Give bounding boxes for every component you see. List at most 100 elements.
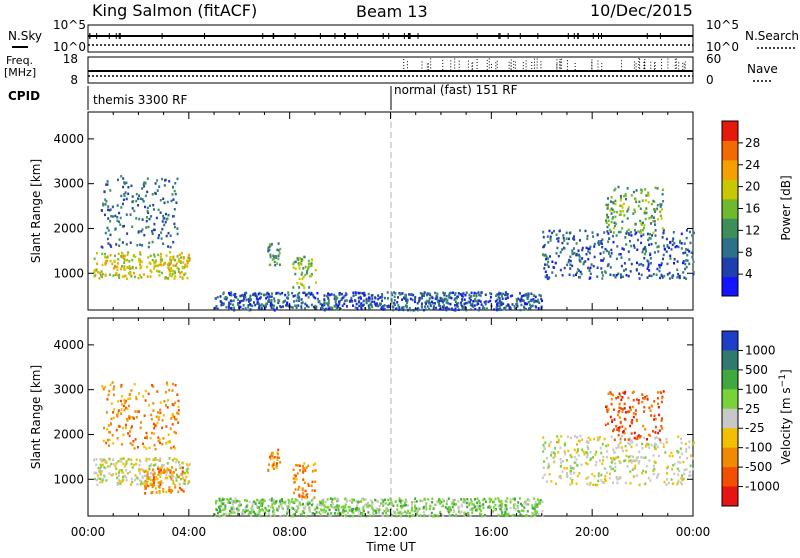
power-echo (548, 276, 551, 280)
power-echo (225, 306, 228, 309)
velocity-echo (579, 434, 582, 438)
power-echo (220, 303, 223, 307)
velocity-echo (610, 397, 613, 401)
velocity-echo (345, 514, 348, 518)
power-echo (323, 294, 326, 297)
power-echo (260, 307, 263, 310)
velocity-echo (311, 480, 314, 484)
velocity-echo (112, 473, 115, 476)
power-echo (445, 301, 448, 304)
power-echo (493, 308, 496, 311)
power-echo (434, 291, 437, 295)
power-echo (691, 249, 694, 253)
power-echo (442, 308, 445, 311)
velocity-echo (156, 477, 159, 481)
velocity-echo (459, 512, 462, 515)
velocity-echo (110, 474, 113, 477)
velocity-echo (642, 456, 645, 460)
velocity-echo (679, 461, 682, 464)
velocity-echo (410, 503, 413, 507)
power-echo (175, 201, 178, 204)
velocity-echo (657, 406, 660, 409)
power-echo (240, 299, 243, 303)
power-echo (360, 307, 363, 310)
power-echo (519, 308, 522, 312)
velocity-echo (161, 426, 164, 430)
power-echo (682, 251, 685, 255)
velocity-echo (361, 512, 364, 516)
power-echo (287, 291, 290, 294)
power-echo (165, 218, 168, 221)
velocity-echo (165, 381, 168, 384)
power-echo (656, 245, 659, 249)
velocity-echo (439, 511, 441, 515)
power-echo (169, 234, 172, 237)
power-echo (454, 307, 457, 310)
velocity-echo (326, 512, 329, 515)
velocity-colorbar-block (722, 331, 738, 351)
velocity-echo (302, 469, 305, 472)
velocity-echo (180, 488, 183, 491)
velocity-echo (656, 445, 659, 449)
velocity-echo (153, 470, 156, 474)
velocity-echo (313, 469, 315, 472)
power-echo (179, 259, 182, 263)
velocity-echo (172, 471, 175, 474)
power-echo (642, 228, 644, 232)
power-echo (643, 212, 646, 215)
power-echo (312, 294, 315, 297)
velocity-echo (159, 481, 162, 484)
velocity-colorbar-block (722, 369, 738, 390)
velocity-echo (631, 405, 634, 409)
velocity-echo (312, 463, 315, 467)
power-echo (477, 291, 480, 294)
nsky-tick-bottom: 10^0 (53, 40, 86, 54)
power-echo (569, 263, 572, 266)
power-echo (605, 203, 608, 207)
beam-title: Beam 13 (356, 2, 428, 21)
velocity-echo (272, 508, 275, 512)
velocity-echo (181, 472, 184, 476)
velocity-echo (613, 418, 616, 421)
freq-panel: Freq. [MHz] 18 8 60 0 Nave (4, 52, 778, 87)
power-echo (647, 265, 650, 268)
power-echo (583, 261, 585, 264)
velocity-echo (638, 450, 641, 454)
power-echo (157, 264, 159, 267)
power-echo (287, 297, 289, 300)
velocity-echo (122, 462, 125, 465)
power-echo (682, 271, 685, 274)
power-echo (360, 297, 362, 300)
velocity-echo (621, 408, 624, 411)
velocity-echo (630, 432, 633, 435)
velocity-echo (268, 498, 271, 502)
velocity-echo (221, 498, 224, 502)
velocity-colorbar-block (722, 350, 738, 371)
velocity-echo (149, 482, 152, 485)
power-echo (265, 293, 268, 296)
velocity-echo (425, 508, 428, 511)
velocity-echo (135, 415, 138, 419)
power-echo (504, 291, 507, 294)
power-echo (454, 309, 457, 312)
power-echo (472, 300, 475, 303)
power-echo (339, 308, 342, 311)
power-echo (614, 202, 617, 206)
power-echo (571, 249, 574, 252)
velocity-echo (399, 505, 402, 508)
power-echo (379, 303, 382, 307)
velocity-echo (127, 432, 130, 435)
velocity-echo (509, 499, 512, 503)
power-echo (368, 299, 371, 302)
velocity-echo (628, 443, 631, 446)
velocity-echo (367, 511, 370, 514)
power-echo (306, 267, 309, 271)
power-echo (139, 263, 141, 266)
power-echo (241, 293, 244, 297)
velocity-echo (253, 500, 256, 504)
velocity-echo (177, 421, 180, 424)
velocity-echo (644, 445, 647, 448)
power-echo (143, 181, 146, 184)
power-echo (300, 305, 303, 308)
power-echo (334, 298, 337, 301)
